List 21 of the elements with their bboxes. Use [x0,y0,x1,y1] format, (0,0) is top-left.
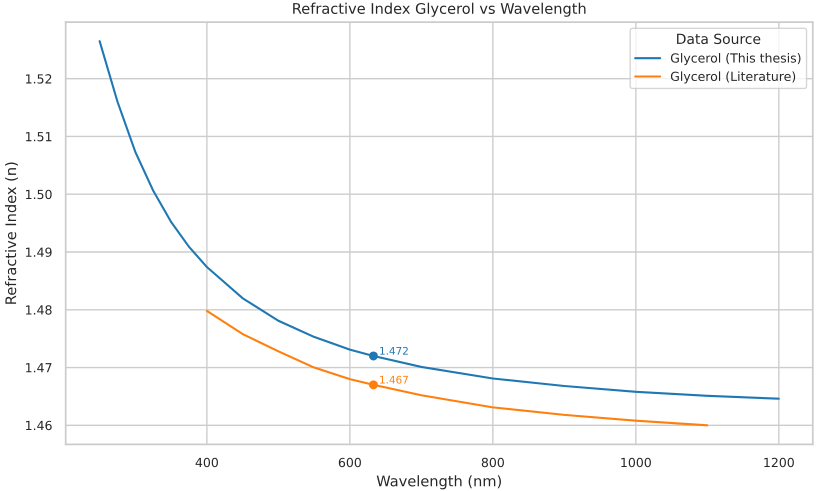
y-axis-title: Refractive Index (n) [4,162,18,304]
x-axis-title: Wavelength (nm) [376,475,501,490]
line-series [206,310,708,426]
y-tick-label: 1.46 [26,420,52,430]
data-label: 1.467 [380,376,408,384]
legend-label: Glycerol (This thesis) [670,53,800,66]
y-tick-label: 1.49 [26,247,52,257]
data-label: 1.472 [380,346,408,355]
y-tick-label: 1.50 [26,190,52,200]
x-tick-label: 1200 [764,458,794,468]
legend-title: Data Source [677,34,760,44]
chart-title: Refractive Index Glycerol vs Wavelength [293,2,586,17]
y-tick-label: 1.48 [26,305,52,315]
y-tick-label: 1.47 [26,363,52,372]
x-tick-label: 1000 [621,458,651,468]
y-tick-label: 1.51 [26,132,52,142]
y-tick-label: 1.52 [26,74,52,84]
x-tick-label: 400 [196,458,218,468]
legend-label: Glycerol (Literature) [670,71,796,84]
x-tick-label: 800 [482,458,504,468]
x-tick-label: 600 [338,458,361,468]
